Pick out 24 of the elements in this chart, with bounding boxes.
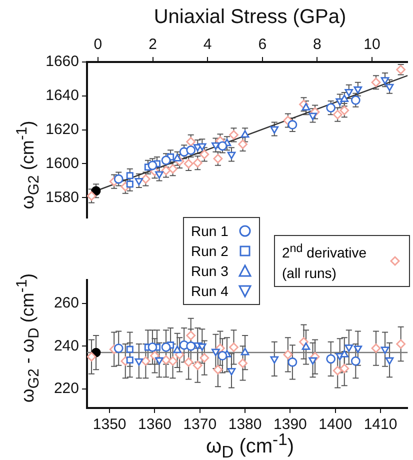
x-tick-label: 1360 [138, 416, 172, 434]
x2-axis-title: Uniaxial Stress (GPa) [154, 6, 346, 29]
y-tick-label: 1580 [46, 188, 79, 206]
y-tick-label: 1640 [46, 87, 79, 104]
y-tick-label: 1660 [46, 53, 79, 70]
x2-tick-label: 0 [94, 36, 102, 54]
x-tick-label: 1400 [318, 416, 352, 434]
legend-label: Run 2 [191, 242, 228, 261]
x2-tick-label: 8 [313, 36, 322, 54]
legend-label: Run 4 [191, 282, 228, 301]
x-tick-label: 1350 [92, 416, 126, 434]
legend-label: Run 3 [191, 262, 228, 281]
x2-tick-label: 6 [258, 36, 267, 54]
x2-tick-label: 4 [203, 36, 212, 54]
x2-tick-label: 2 [148, 36, 157, 54]
y-tick-label: 240 [54, 337, 79, 354]
x2-tick-label: 10 [364, 36, 380, 54]
x-tick-label: 1410 [364, 416, 398, 434]
y-tick-label: 260 [54, 294, 79, 312]
legend-label: Run 1 [191, 222, 228, 241]
y-tick-label: 1600 [46, 154, 79, 172]
y-tick-label: 1620 [46, 120, 79, 138]
legend-label: 2$^{nd}$ derivative (all runs) [282, 241, 368, 283]
y-tick-label: 220 [54, 380, 79, 397]
